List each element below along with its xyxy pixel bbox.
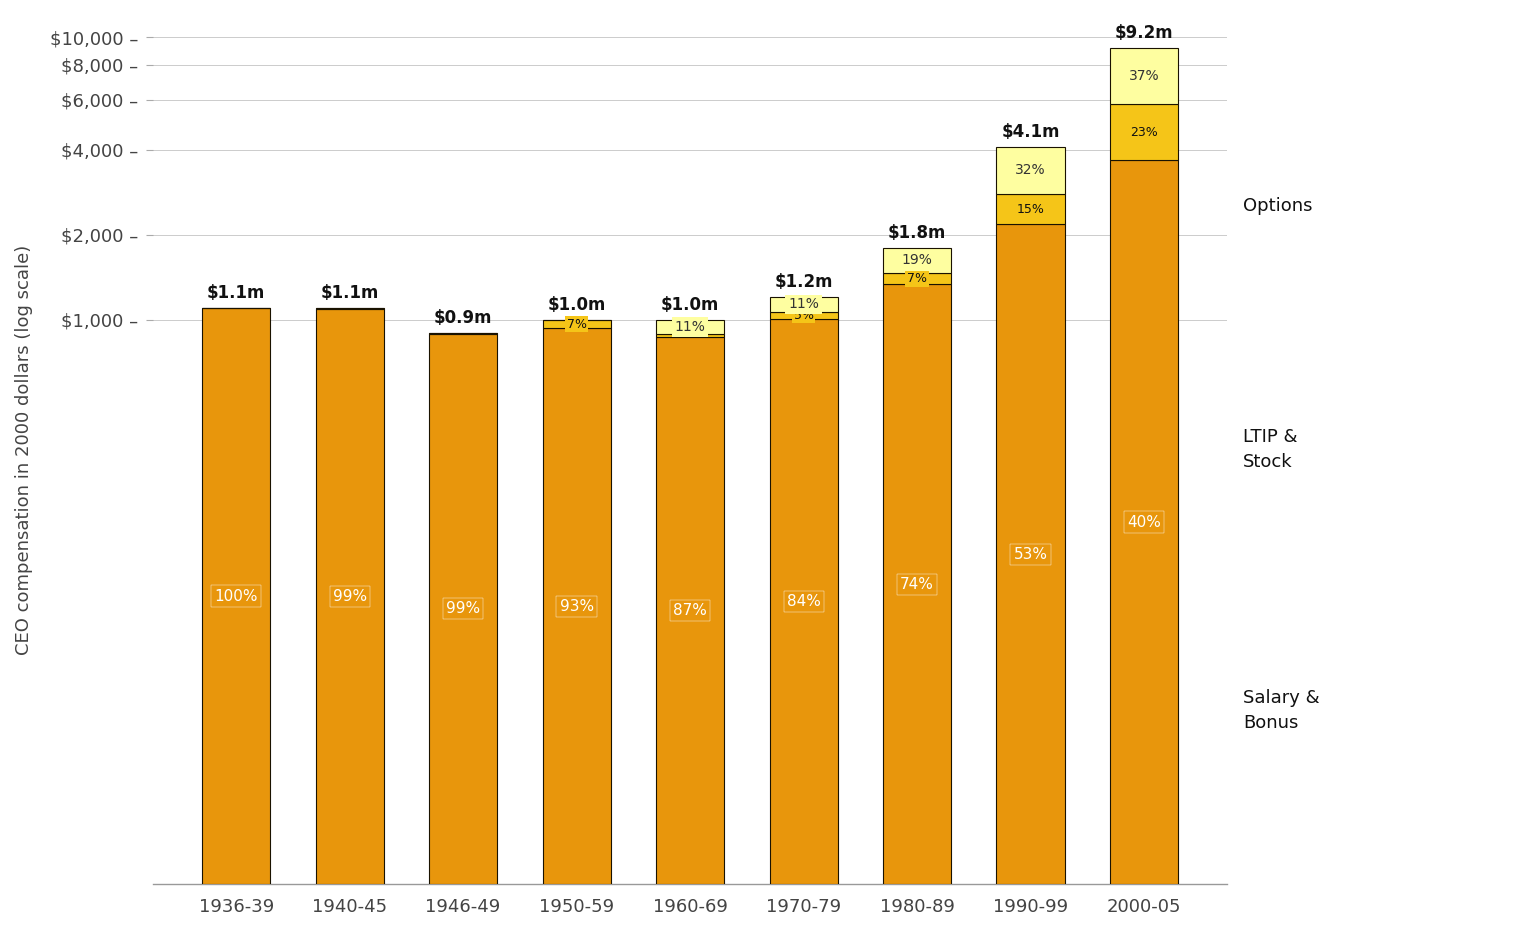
Text: 40%: 40% (1127, 515, 1161, 530)
Bar (1111, 104, 1178, 160)
Bar (656, 334, 723, 337)
Text: 32%: 32% (1015, 163, 1046, 177)
Text: 11%: 11% (788, 297, 819, 311)
Bar (429, 332, 498, 333)
Text: 87%: 87% (673, 603, 707, 618)
Text: $1.1m: $1.1m (321, 284, 379, 302)
Text: 84%: 84% (786, 594, 820, 609)
Text: Salary &
Bonus: Salary & Bonus (1243, 689, 1319, 732)
Text: 99%: 99% (333, 589, 367, 604)
Bar (542, 319, 611, 329)
Text: 99%: 99% (445, 601, 481, 616)
Text: 93%: 93% (559, 599, 593, 614)
Text: 5%: 5% (794, 308, 814, 321)
Bar (770, 312, 837, 318)
Text: 15%: 15% (1017, 203, 1044, 216)
Bar (883, 274, 951, 285)
Text: 23%: 23% (1130, 126, 1158, 139)
Text: 19%: 19% (902, 253, 932, 267)
Text: $1.0m: $1.0m (660, 296, 719, 314)
Text: 100%: 100% (215, 588, 258, 603)
Text: 74%: 74% (900, 577, 934, 592)
Bar (1111, 47, 1178, 104)
Bar (429, 333, 498, 884)
Text: $1.1m: $1.1m (207, 284, 266, 302)
Bar (770, 318, 837, 884)
Bar (542, 329, 611, 884)
Bar (770, 297, 837, 312)
Text: $4.1m: $4.1m (1001, 123, 1060, 141)
Text: 53%: 53% (1014, 546, 1048, 561)
Text: 7%: 7% (567, 317, 587, 331)
Text: 37%: 37% (1129, 69, 1160, 83)
Text: Options: Options (1243, 197, 1312, 215)
Text: 7%: 7% (908, 273, 928, 286)
Text: LTIP &
Stock: LTIP & Stock (1243, 428, 1298, 471)
Text: 11%: 11% (674, 319, 705, 333)
Text: $0.9m: $0.9m (433, 308, 493, 327)
Text: $9.2m: $9.2m (1115, 23, 1174, 42)
Bar (883, 248, 951, 274)
Bar (997, 147, 1064, 194)
Text: $1.2m: $1.2m (774, 274, 833, 291)
Y-axis label: CEO compensation in 2000 dollars (log scale): CEO compensation in 2000 dollars (log sc… (15, 245, 32, 654)
Text: $1.0m: $1.0m (547, 296, 605, 314)
Bar (997, 224, 1064, 884)
Bar (656, 337, 723, 884)
Bar (203, 308, 270, 884)
Text: $1.8m: $1.8m (888, 223, 946, 241)
Bar (315, 309, 384, 884)
Bar (883, 285, 951, 884)
Bar (315, 308, 384, 309)
Bar (656, 319, 723, 334)
Bar (1111, 160, 1178, 884)
Bar (997, 194, 1064, 224)
